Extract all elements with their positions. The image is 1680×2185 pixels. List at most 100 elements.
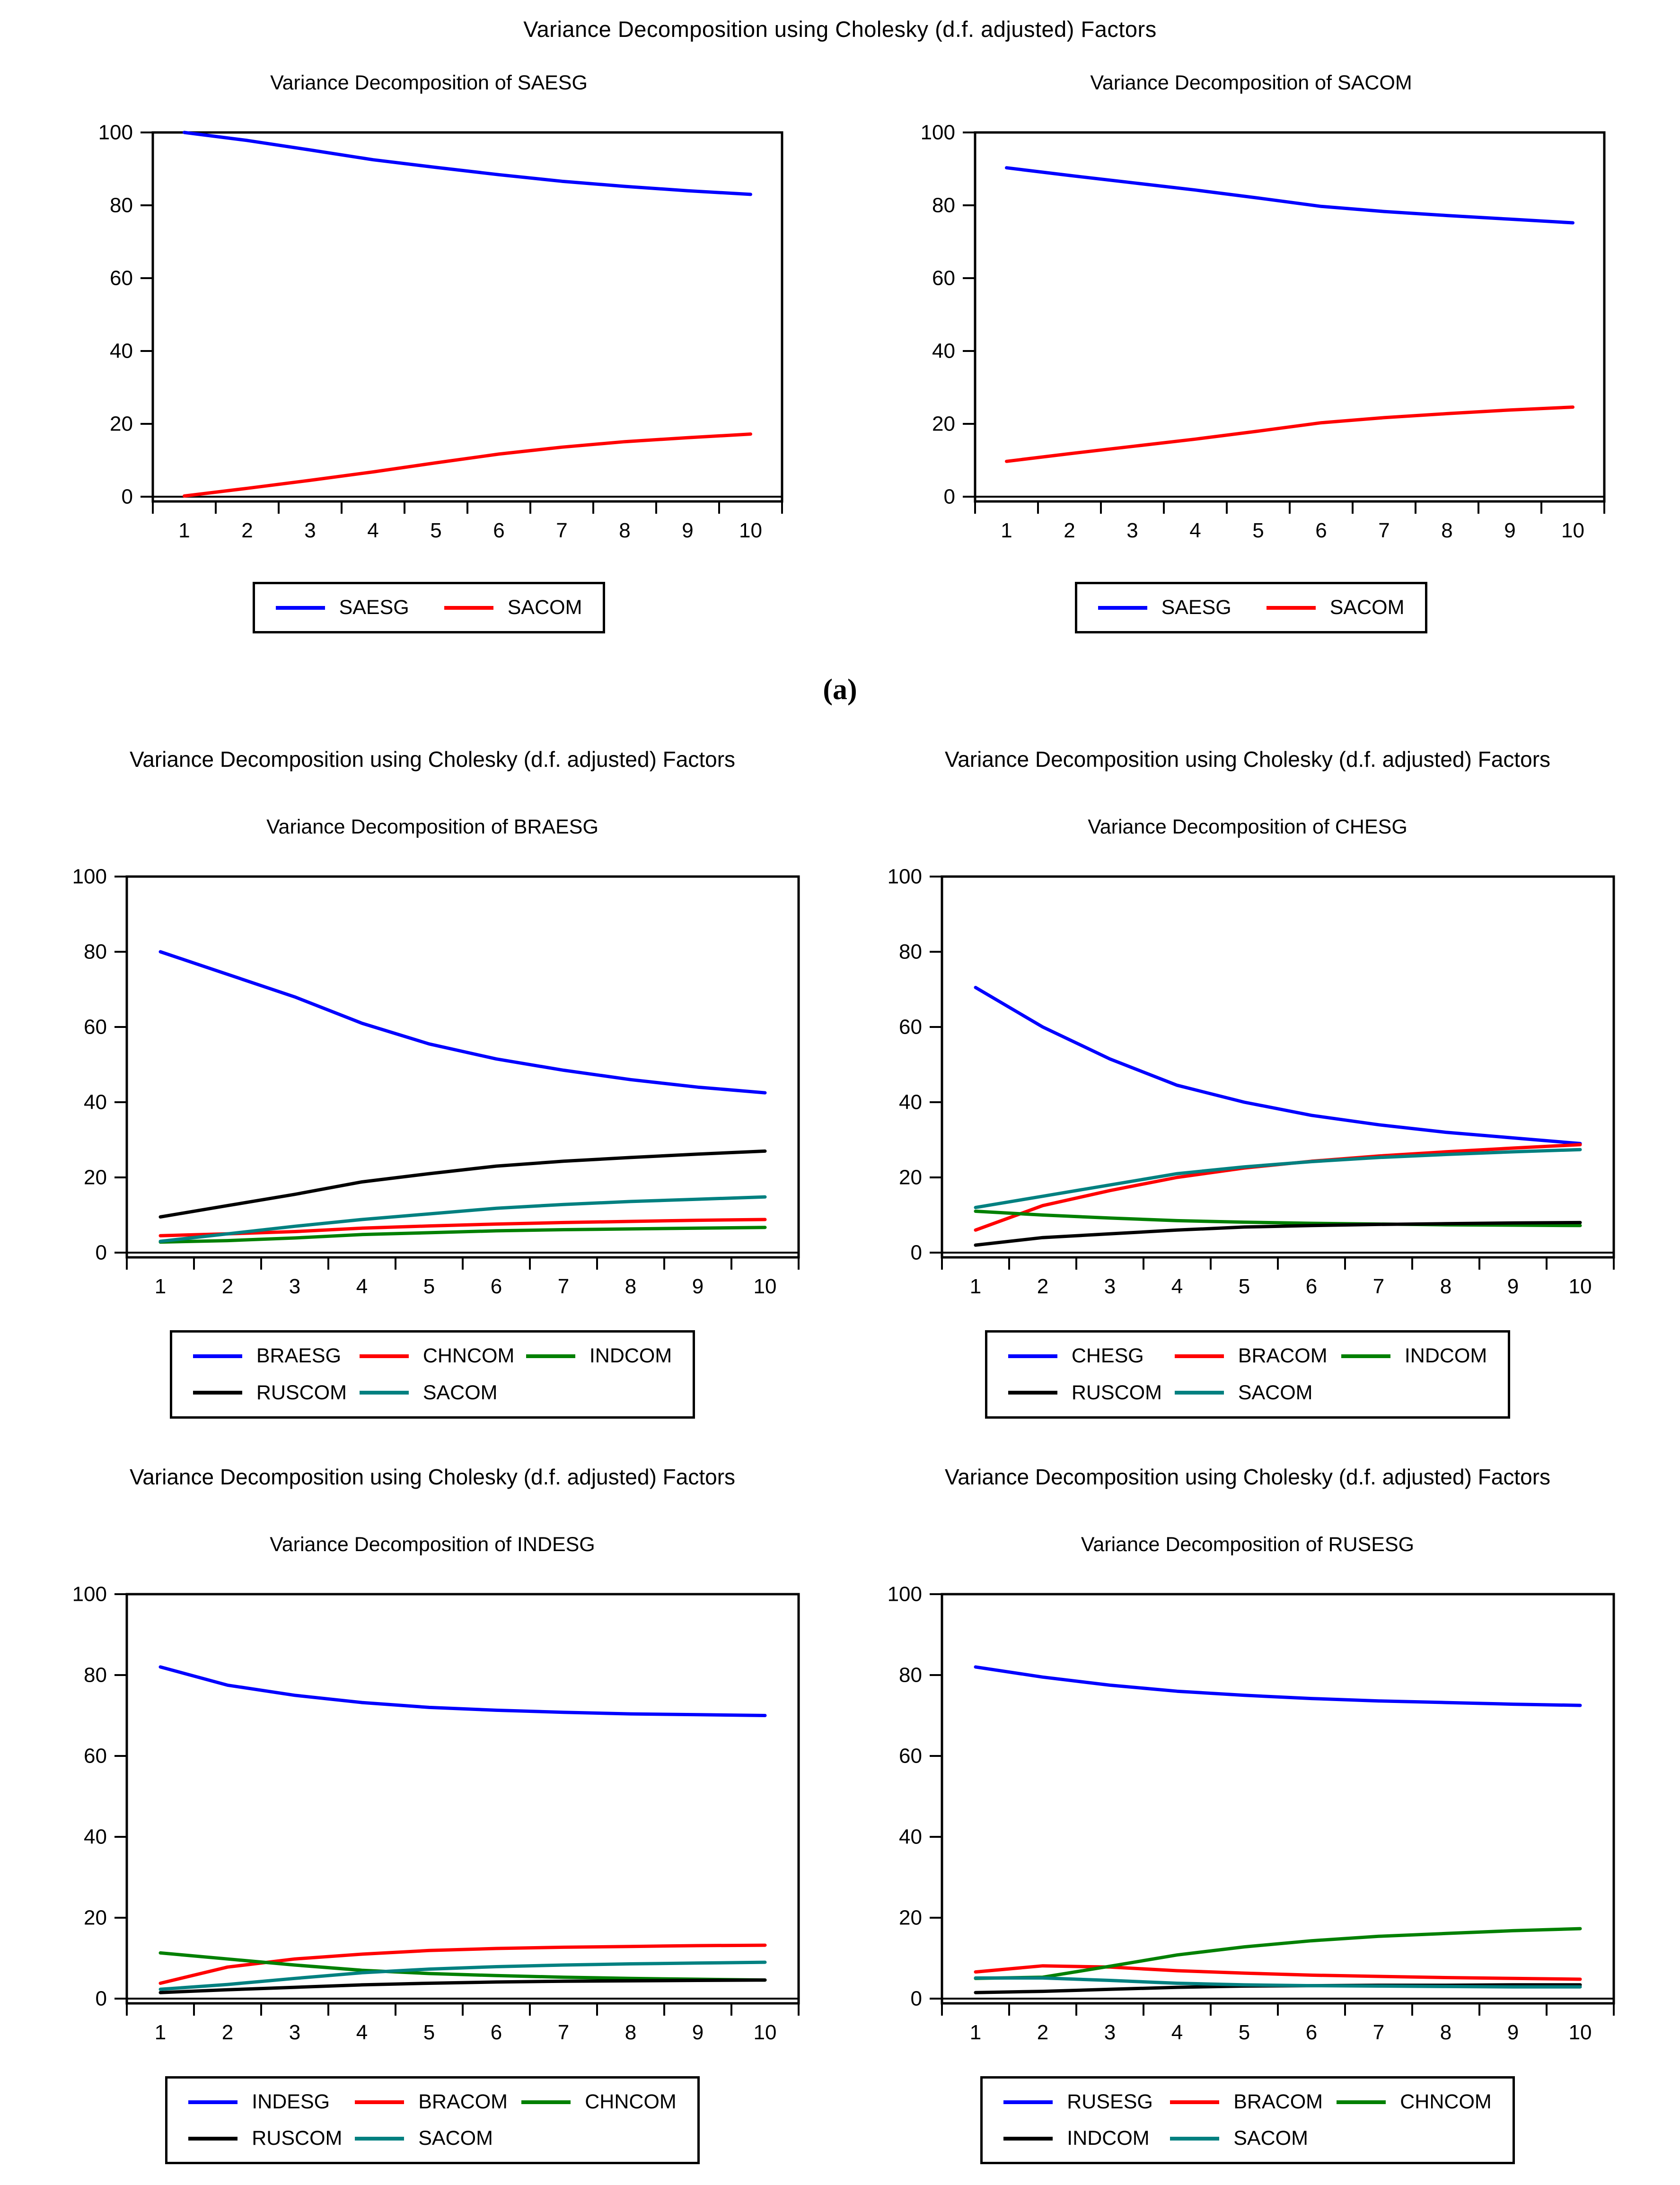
y-tick-label: 0	[95, 1987, 106, 2010]
x-tick-label: 5	[1238, 1275, 1249, 1298]
y-tick-label: 40	[110, 340, 133, 363]
legend-line-swatch	[1098, 605, 1147, 610]
series-line-bracom	[974, 1964, 1582, 1981]
y-tick-label: 60	[84, 1016, 107, 1039]
y-tick-label: 60	[899, 1744, 922, 1767]
x-tick-label: 1	[1001, 519, 1012, 542]
x-tick-label: 1	[154, 1275, 166, 1298]
legend-label: SACOM	[1329, 596, 1405, 619]
legend-label: BRACOM	[418, 2090, 508, 2113]
x-tick-label: 5	[430, 519, 441, 542]
legend: CHESG BRACOM INDCOM RUSCOM SACOM	[869, 1330, 1627, 1419]
x-tick-label: 1	[178, 519, 190, 542]
y-tick-label: 20	[84, 1166, 107, 1189]
series-line-sacom	[158, 1195, 766, 1243]
legend-item-sacom: SACOM	[1266, 596, 1405, 619]
plot-area: 0 20 40 60 80 100 1 2 3 4 5 6 7 8 9 10	[53, 865, 812, 1307]
chart-chesg: Variance Decomposition using Cholesky (d…	[869, 746, 1627, 1419]
x-tick-label: 3	[1104, 1275, 1115, 1298]
x-tick-label: 7	[1372, 2021, 1384, 2044]
figure-title: Variance Decomposition using Cholesky (d…	[523, 17, 1157, 42]
series-line-chncom	[158, 1951, 766, 1982]
legend: SAESG SACOM	[63, 582, 795, 634]
y-tick-label: 80	[899, 940, 922, 964]
legend-line-swatch	[193, 1354, 242, 1358]
legend-label: SACOM	[1238, 1381, 1313, 1404]
chart-canvas: 0 20 40 60 80 100 1 2 3 4 5 6 7 8 9 10	[920, 121, 1605, 542]
series-line-ruscom	[158, 1150, 766, 1219]
x-tick-label: 6	[1305, 1275, 1317, 1298]
legend-label: INDCOM	[1404, 1344, 1487, 1368]
y-tick-label: 80	[899, 1663, 922, 1686]
legend-item-sacom: SACOM	[359, 1381, 498, 1404]
legend-label: BRACOM	[1238, 1344, 1328, 1368]
x-tick-label: 8	[619, 519, 630, 542]
panel-label-a: (a)	[823, 674, 857, 706]
legend-row: RUSESG BRACOM CHNCOM	[1003, 2090, 1492, 2113]
y-tick-label: 40	[932, 340, 955, 363]
chart-subtitle: Variance Decomposition of BRAESG	[266, 816, 598, 839]
legend-label: INDCOM	[589, 1344, 672, 1368]
x-tick-label: 2	[1037, 2021, 1048, 2044]
plot-area: 0 20 40 60 80 100 1 2 3 4 5 6 7 8 9 10	[885, 121, 1618, 551]
legend-label: BRACOM	[1233, 2090, 1323, 2113]
legend-label: CHNCOM	[1400, 2090, 1492, 2113]
series-line-indesg	[158, 1665, 766, 1717]
x-tick-label: 1	[969, 1275, 981, 1298]
legend-label: RUSCOM	[256, 1381, 347, 1404]
y-tick-label: 0	[121, 485, 132, 509]
legend-line-swatch	[1008, 1354, 1057, 1358]
legend-label: SACOM	[422, 1381, 498, 1404]
y-tick-label: 100	[98, 122, 132, 144]
x-tick-label: 6	[1305, 2021, 1317, 2044]
legend-line-swatch	[1170, 2100, 1220, 2104]
chart-subtitle: Variance Decomposition of CHESG	[1088, 816, 1407, 839]
chart-header: Variance Decomposition using Cholesky (d…	[129, 747, 736, 772]
chart-canvas: 0 20 40 60 80 100 1 2 3 4 5 6 7 8 9 10	[887, 865, 1615, 1298]
y-tick-label: 0	[910, 1241, 922, 1264]
x-tick-label: 7	[1378, 519, 1390, 542]
series-line-braesg	[158, 950, 766, 1095]
y-tick-label: 60	[932, 267, 955, 290]
legend-line-swatch	[1174, 1354, 1224, 1358]
plot-area: 0 20 40 60 80 100 1 2 3 4 5 6 7 8 9 10	[53, 1582, 812, 2053]
chart-subtitle: Variance Decomposition of RUSESG	[1081, 1533, 1415, 1556]
series-line-ruscom	[158, 1978, 766, 1994]
charts-row-b: Variance Decomposition using Cholesky (d…	[0, 746, 1680, 1419]
x-tick-label: 3	[1104, 2021, 1115, 2044]
legend: INDESG BRACOM CHNCOM RUSCOM SACOM	[53, 2076, 812, 2165]
y-tick-label: 60	[110, 267, 133, 290]
plot-frame	[974, 131, 1605, 503]
chart-canvas: 0 20 40 60 80 100 1 2 3 4 5 6 7 8 9 10	[72, 1582, 800, 2044]
legend-item-ruscom: RUSCOM	[193, 1381, 360, 1404]
x-tick-label: 7	[1372, 1275, 1384, 1298]
section-c: Variance Decomposition using Cholesky (d…	[0, 1464, 1680, 2165]
legend-box: CHESG BRACOM INDCOM RUSCOM SACOM	[985, 1330, 1511, 1419]
legend-line-swatch	[1337, 2100, 1386, 2104]
chart-header: Variance Decomposition using Cholesky (d…	[944, 1464, 1551, 1489]
x-tick-label: 10	[739, 519, 762, 542]
legend-box: SAESG SACOM	[252, 582, 606, 634]
legend-item-bracom: BRACOM	[1174, 1344, 1341, 1368]
x-tick-label: 10	[753, 1275, 776, 1298]
y-tick-label: 80	[110, 194, 133, 217]
x-tick-label: 3	[289, 2021, 300, 2044]
legend-box: INDESG BRACOM CHNCOM RUSCOM SACOM	[165, 2076, 700, 2165]
legend-item-indcom: INDCOM	[1003, 2127, 1170, 2150]
legend-row: BRAESG CHNCOM INDCOM	[193, 1344, 672, 1368]
x-tick-label: 6	[1315, 519, 1327, 542]
x-tick-label: 8	[625, 1275, 636, 1298]
legend-line-swatch	[355, 2100, 405, 2104]
x-tick-label: 10	[1561, 519, 1584, 542]
series-line-sacom	[1004, 405, 1574, 463]
y-tick-label: 100	[72, 1584, 106, 1606]
x-tick-label: 7	[557, 1275, 569, 1298]
series-line-saesg	[182, 131, 752, 196]
y-tick-label: 20	[899, 1166, 922, 1189]
legend-item-indesg: INDESG	[188, 2090, 355, 2113]
x-tick-label: 7	[557, 2021, 569, 2044]
x-tick-label: 10	[1568, 1275, 1592, 1298]
legend-label: INDESG	[252, 2090, 330, 2113]
y-tick-label: 20	[84, 1906, 107, 1929]
series-line-ruscom	[974, 1221, 1582, 1247]
